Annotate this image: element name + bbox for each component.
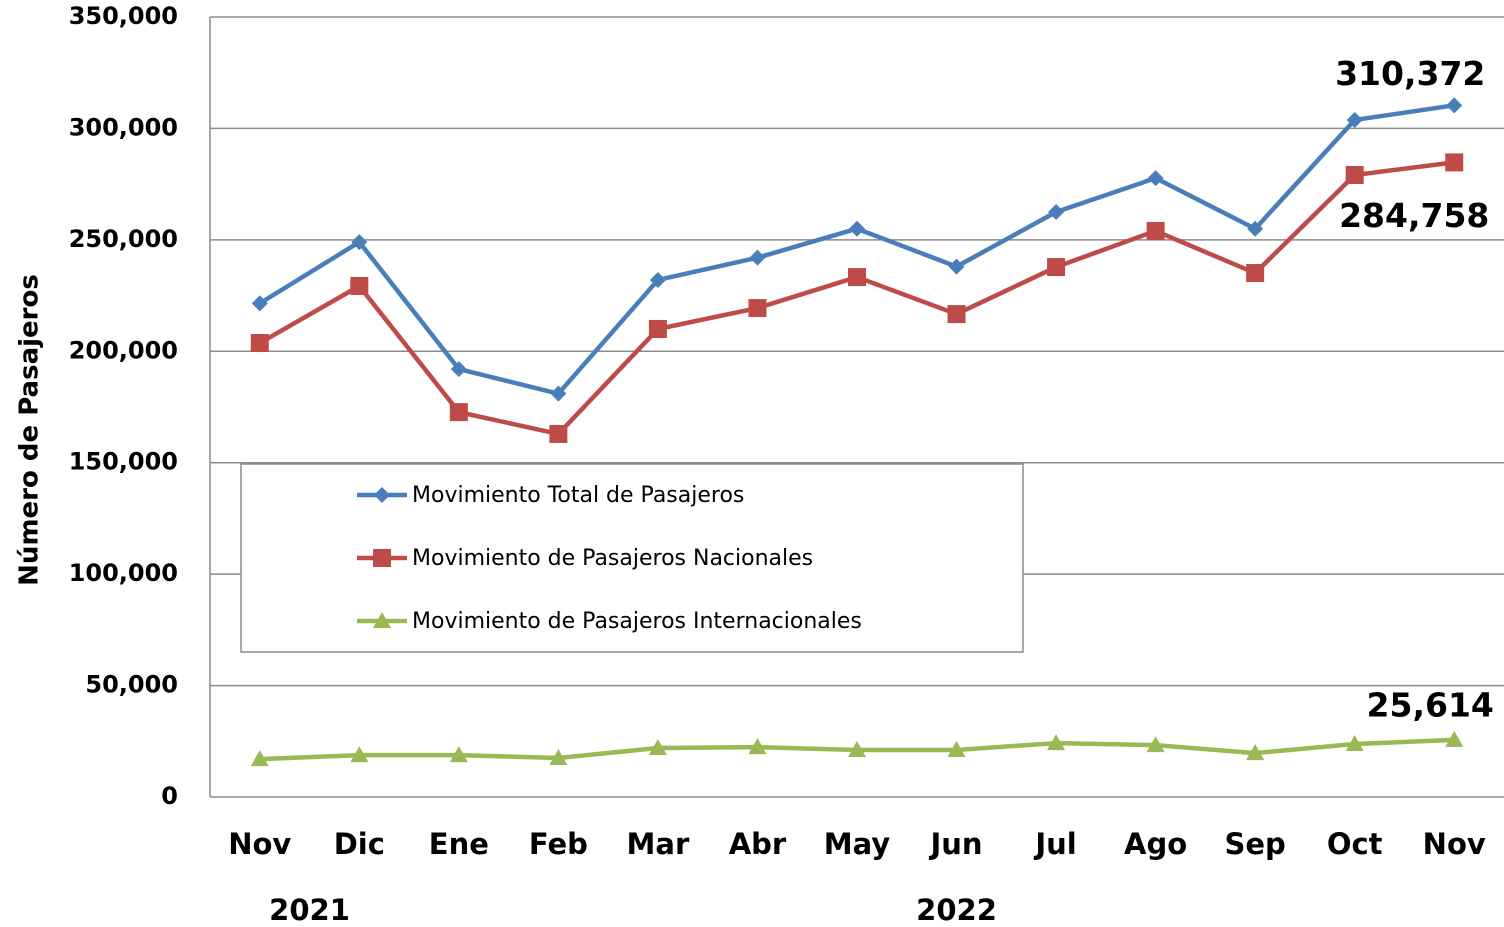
data-point — [1048, 204, 1065, 220]
x-tick-label: Sep — [1224, 827, 1285, 861]
data-point — [1445, 153, 1464, 172]
data-point — [1047, 258, 1066, 277]
year-label: 2022 — [916, 893, 997, 927]
x-tick-label: Mar — [627, 827, 690, 861]
data-point — [1147, 170, 1164, 187]
data-point — [449, 746, 468, 763]
data-point — [1247, 220, 1264, 237]
x-tick-label: Nov — [1423, 827, 1486, 861]
x-tick-label: Jul — [1033, 827, 1076, 861]
legend-marker — [373, 549, 391, 567]
series-line — [258, 103, 1455, 396]
data-point — [350, 746, 369, 763]
data-point — [1445, 730, 1464, 747]
legend-label: Movimiento de Pasajeros Nacionales — [412, 546, 813, 571]
y-axis-label: Número de Pasajeros — [15, 274, 45, 586]
data-point — [450, 361, 467, 378]
data-point — [947, 740, 966, 757]
y-tick-label: 250,000 — [69, 225, 178, 253]
y-tick-label: 50,000 — [85, 671, 178, 699]
data-point — [250, 750, 269, 767]
data-point — [449, 403, 468, 422]
data-label: 310,372 — [1335, 54, 1485, 93]
y-tick-label: 300,000 — [69, 113, 178, 141]
data-point — [848, 268, 866, 287]
data-point — [1146, 221, 1165, 240]
data-point — [550, 385, 567, 402]
x-tick-label: Nov — [228, 827, 291, 861]
data-point — [1346, 111, 1363, 128]
x-tick-label: Feb — [529, 827, 588, 861]
data-point — [648, 320, 667, 338]
data-point — [1146, 736, 1165, 753]
data-point — [549, 749, 568, 765]
y-tick-label: 350,000 — [69, 2, 178, 30]
data-point — [748, 299, 767, 318]
data-point — [1345, 166, 1364, 185]
legend-marker — [373, 612, 391, 628]
y-tick-label: 150,000 — [69, 448, 178, 476]
data-point — [648, 738, 667, 755]
data-point — [849, 220, 865, 237]
y-tick-label: 200,000 — [69, 336, 178, 364]
data-point — [549, 424, 568, 443]
x-tick-label: Ene — [429, 827, 489, 861]
data-point — [1047, 734, 1066, 751]
x-tick-label: Oct — [1327, 827, 1383, 861]
data-point — [250, 334, 269, 353]
legend-label: Movimiento de Pasajeros Internacionales — [412, 609, 862, 634]
data-point — [351, 234, 368, 251]
x-tick-label: Dic — [334, 827, 385, 861]
series-line — [258, 160, 1455, 437]
data-point — [748, 738, 767, 755]
data-label: 25,614 — [1367, 685, 1494, 724]
x-tick-label: Ago — [1124, 827, 1187, 861]
y-tick-label: 100,000 — [69, 559, 178, 587]
x-tick-label: Abr — [729, 827, 787, 861]
data-point — [948, 258, 965, 275]
y-tick-label: 0 — [161, 782, 178, 810]
legend-marker — [374, 487, 390, 503]
data-label: 284,758 — [1339, 196, 1489, 235]
data-point — [1246, 264, 1265, 283]
data-point — [1246, 744, 1265, 761]
data-point — [251, 295, 268, 312]
data-point — [947, 305, 966, 324]
data-point — [350, 276, 369, 295]
legend-label: Movimiento Total de Pasajeros — [412, 483, 744, 508]
data-point — [848, 740, 866, 757]
data-point — [1446, 97, 1463, 114]
year-label: 2021 — [269, 893, 350, 927]
data-point — [1345, 734, 1364, 751]
data-point — [649, 271, 666, 288]
x-tick-label: May — [824, 827, 891, 861]
x-tick-label: Jun — [928, 827, 982, 861]
data-point — [749, 249, 766, 266]
